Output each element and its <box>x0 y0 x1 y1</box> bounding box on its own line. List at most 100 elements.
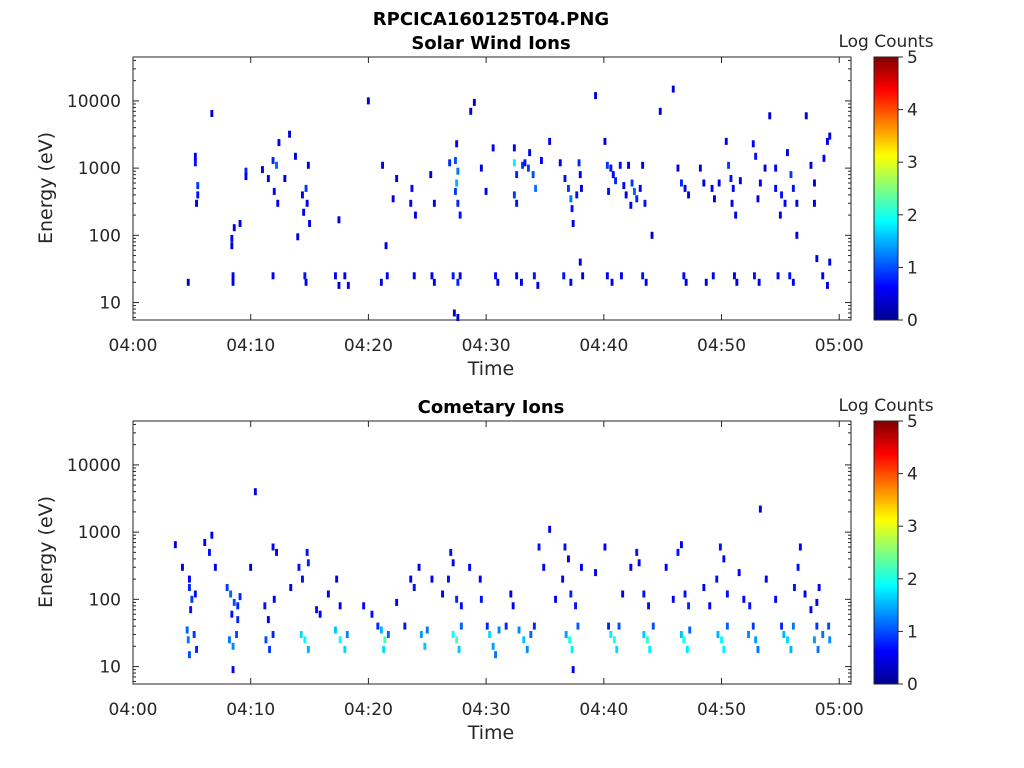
data-cell <box>231 642 235 650</box>
data-cell <box>605 272 609 280</box>
data-cell <box>455 140 459 148</box>
data-cell <box>366 97 370 105</box>
y-tick-label: 10 <box>99 294 121 314</box>
data-cell <box>687 602 690 610</box>
data-cell <box>268 645 271 653</box>
data-cell <box>192 631 196 638</box>
data-cell <box>271 272 275 280</box>
data-cell <box>827 622 831 630</box>
x-tick-label: 05:00 <box>815 336 864 356</box>
data-cell <box>682 636 686 644</box>
data-cell <box>253 488 257 496</box>
data-cell <box>786 636 789 644</box>
x-tick-label: 04:00 <box>109 700 158 720</box>
data-cell <box>815 255 819 263</box>
data-cell <box>230 242 234 250</box>
data-cell <box>774 164 778 172</box>
x-tick-label: 04:20 <box>344 700 393 720</box>
data-cell <box>607 187 610 195</box>
x-tick-label: 04:10 <box>226 700 275 720</box>
data-cell <box>578 171 582 179</box>
data-cell <box>603 543 607 551</box>
data-cell <box>469 107 473 115</box>
colorbar-tick-label: 1 <box>907 622 918 642</box>
x-tick-label: 04:10 <box>226 336 275 356</box>
data-cell <box>578 258 582 266</box>
data-cell <box>512 191 516 199</box>
panel1-colorbar-ticks: 0 1 2 3 4 5 <box>898 48 918 331</box>
data-cell <box>289 584 293 591</box>
data-cell <box>304 278 308 286</box>
data-cell <box>315 606 318 614</box>
panel2-colorbar-label: Log Counts <box>838 396 933 416</box>
data-cell <box>627 161 630 169</box>
data-cell <box>763 164 767 172</box>
data-cell <box>334 272 337 280</box>
data-cell <box>188 651 191 659</box>
data-cell <box>571 666 575 674</box>
data-cell <box>304 184 308 192</box>
data-cell <box>754 636 758 644</box>
data-cell <box>702 584 706 591</box>
data-cell <box>717 179 721 187</box>
data-cell <box>789 171 793 179</box>
data-cell <box>231 272 235 280</box>
data-cell <box>554 595 557 603</box>
data-cell <box>791 184 795 192</box>
data-cell <box>731 184 735 192</box>
data-cell <box>757 278 761 286</box>
data-cell <box>676 164 680 172</box>
data-cell <box>702 179 706 187</box>
data-cell <box>764 575 768 583</box>
data-cell <box>567 184 570 192</box>
data-cell <box>193 590 197 598</box>
data-cell <box>558 159 562 167</box>
data-cell <box>448 159 452 167</box>
data-cell <box>817 584 821 591</box>
data-cell <box>188 584 191 591</box>
data-cell <box>301 191 304 199</box>
data-cell <box>698 164 702 172</box>
data-cell <box>457 645 461 653</box>
data-cell <box>641 272 645 280</box>
data-cell <box>648 645 652 653</box>
colorbar-tick-label: 0 <box>907 675 918 695</box>
data-cell <box>451 559 455 567</box>
data-cell <box>567 555 570 563</box>
colorbar-tick-label: 2 <box>907 570 918 590</box>
data-cell <box>618 161 622 169</box>
data-cell <box>638 184 642 192</box>
data-cell <box>346 281 350 289</box>
data-cell <box>491 144 495 152</box>
data-cell <box>711 272 715 280</box>
data-cell <box>409 199 413 207</box>
colorbar-tick-label: 4 <box>907 101 918 121</box>
panel1-plot-area <box>132 56 852 321</box>
data-cell <box>271 631 275 638</box>
data-cell <box>725 590 729 598</box>
data-cell <box>751 140 755 148</box>
data-cell <box>391 195 395 203</box>
data-cell <box>189 606 193 614</box>
panel2-plot-area <box>132 420 852 685</box>
panel-cometary-ions: Cometary Ions 04:00 04:10 04:20 04:30 04:40 0… <box>35 396 934 744</box>
data-cell <box>725 622 729 630</box>
data-cell <box>542 563 546 571</box>
colorbar-tick-label: 3 <box>907 153 918 173</box>
data-cell <box>468 563 472 571</box>
x-tick-label: 04:30 <box>462 336 511 356</box>
data-cell <box>710 184 714 192</box>
data-cell <box>748 602 752 610</box>
panel2-y-axis-label: Energy (eV) <box>35 496 57 608</box>
data-cell <box>504 622 508 630</box>
data-cell <box>412 584 416 591</box>
data-cell <box>326 590 330 598</box>
data-cell <box>203 539 207 546</box>
data-cell <box>671 85 675 93</box>
data-cell <box>568 636 572 644</box>
data-cell <box>296 233 300 241</box>
data-cell <box>683 590 687 598</box>
data-cell <box>821 272 825 280</box>
data-cell <box>232 598 236 606</box>
data-cell <box>577 159 581 167</box>
